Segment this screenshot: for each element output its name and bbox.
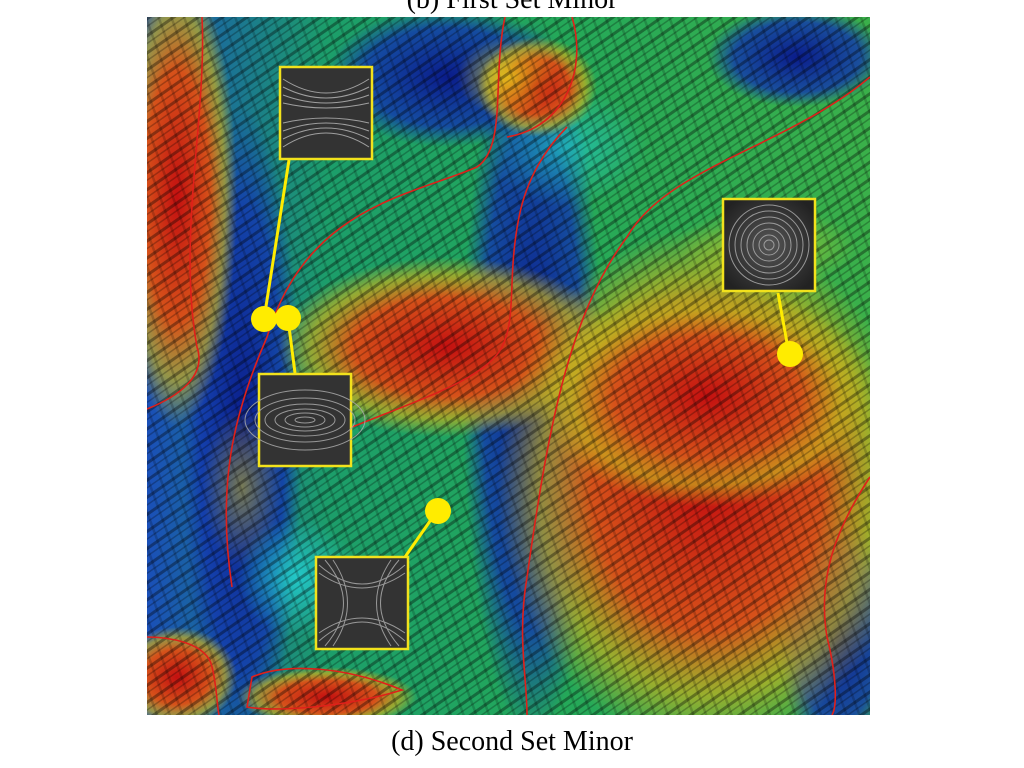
critical-point-marker xyxy=(251,306,277,332)
separatrix-curves xyxy=(147,17,870,715)
figure-caption-bottom: (d) Second Set Minor xyxy=(391,726,633,757)
separatrix-curve xyxy=(351,126,568,428)
separatrix-curve xyxy=(521,76,870,715)
inset-center-concentric xyxy=(721,197,817,293)
separatrix-curve xyxy=(246,667,405,710)
separatrix-curve xyxy=(506,17,578,138)
critical-point-marker xyxy=(777,341,803,367)
vector-field-figure xyxy=(147,17,870,715)
separatrix-curve xyxy=(225,17,506,588)
field-background xyxy=(147,17,870,715)
inset-saddle-cross xyxy=(314,555,410,651)
separatrix-curve xyxy=(823,476,870,715)
separatrix-curve xyxy=(147,636,220,715)
separatrix-curve xyxy=(147,17,204,410)
inset-saddle-horizontal xyxy=(278,65,374,161)
figure-caption-top: (b) First Set Minor xyxy=(0,0,1024,16)
connector-line xyxy=(262,159,291,320)
critical-point-markers xyxy=(251,305,803,524)
inset-ellipse-horizontal xyxy=(244,372,366,468)
critical-point-marker xyxy=(425,498,451,524)
critical-point-marker xyxy=(275,305,301,331)
